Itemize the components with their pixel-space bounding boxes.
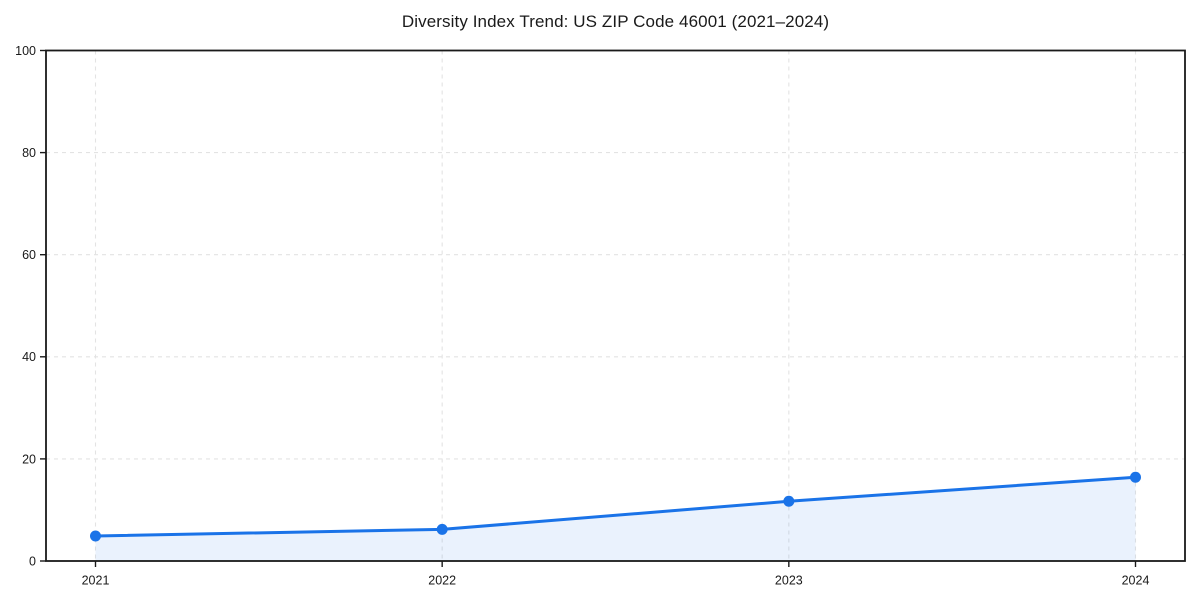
data-point-marker-2024 [1130, 471, 1141, 483]
y-tick-label: 20 [22, 452, 36, 466]
x-tick-label: 2024 [1122, 573, 1150, 587]
y-tick-label: 40 [22, 350, 36, 364]
area-fill [95, 477, 1136, 561]
data-point-marker-2021 [90, 530, 101, 542]
y-tick-label: 60 [22, 248, 36, 262]
x-tick-label: 2021 [82, 573, 110, 587]
x-tick-label: 2022 [428, 573, 456, 587]
data-point-marker-2023 [783, 495, 795, 507]
x-tick-label: 2023 [775, 573, 803, 587]
data-point-marker-2022 [436, 523, 448, 535]
chart-title: Diversity Index Trend: US ZIP Code 46001… [401, 12, 830, 31]
y-tick-label: 0 [29, 554, 36, 568]
y-tick-label: 80 [22, 146, 36, 160]
trend-line [94, 475, 1137, 538]
y-tick-label: 100 [15, 44, 36, 58]
plot-border [45, 49, 1186, 562]
